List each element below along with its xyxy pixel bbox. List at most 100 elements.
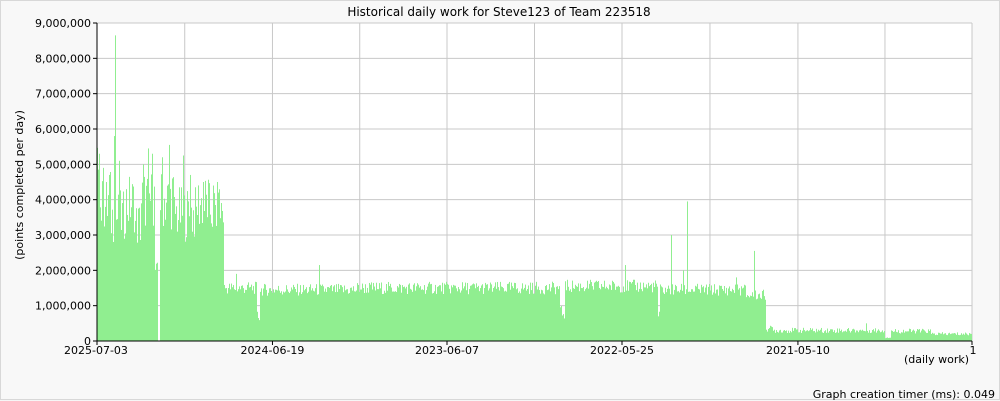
bar: [952, 333, 953, 341]
bar: [442, 282, 443, 341]
bar: [594, 282, 595, 341]
bar: [870, 333, 871, 341]
bar: [764, 296, 765, 341]
bar: [761, 298, 762, 341]
bar: [664, 293, 665, 341]
bar: [362, 283, 363, 341]
bar: [131, 207, 132, 341]
bar: [194, 236, 195, 341]
bar: [373, 282, 374, 341]
bar: [296, 292, 297, 341]
bar: [966, 333, 967, 341]
bar: [909, 328, 910, 341]
bar: [568, 286, 569, 341]
bar: [124, 238, 125, 341]
bar: [610, 285, 611, 341]
bar: [959, 335, 960, 341]
bar: [689, 291, 690, 341]
bar: [220, 218, 221, 341]
bar: [707, 294, 708, 341]
bar: [492, 291, 493, 341]
bar: [561, 306, 562, 341]
bar: [832, 329, 833, 341]
bar: [516, 289, 517, 341]
bar: [500, 281, 501, 341]
bar: [582, 288, 583, 341]
bar: [317, 294, 318, 341]
bar: [527, 288, 528, 341]
bar: [884, 330, 885, 341]
bar-spike: [152, 153, 153, 341]
bar: [844, 331, 845, 341]
bar: [240, 289, 241, 341]
bar: [859, 330, 860, 341]
bar: [255, 281, 256, 341]
bar: [779, 330, 780, 341]
bar: [277, 290, 278, 341]
bar: [565, 281, 566, 341]
bar-spike: [203, 182, 204, 341]
bar: [364, 293, 365, 341]
bar: [733, 290, 734, 341]
bar: [177, 231, 178, 341]
bar: [547, 290, 548, 341]
bar: [423, 290, 424, 341]
bar: [941, 333, 942, 341]
bar: [576, 286, 577, 341]
bar: [795, 328, 796, 341]
bar: [222, 210, 223, 341]
bar: [605, 288, 606, 341]
bar: [276, 289, 277, 341]
bar: [575, 284, 576, 341]
bar: [620, 292, 621, 341]
bar: [766, 329, 767, 341]
bar: [784, 330, 785, 341]
bar: [929, 330, 930, 341]
bar: [123, 191, 124, 341]
bar: [377, 289, 378, 341]
bar: [206, 194, 207, 341]
bar: [951, 333, 952, 341]
bar: [227, 293, 228, 341]
bar: [968, 335, 969, 341]
bar: [382, 294, 383, 341]
bar: [497, 281, 498, 341]
bar: [489, 288, 490, 341]
bar: [965, 332, 966, 341]
bar: [781, 332, 782, 341]
bar: [786, 330, 787, 341]
bar: [146, 185, 147, 341]
bar: [217, 181, 218, 341]
bar: [919, 329, 920, 341]
bar: [156, 263, 157, 341]
bar: [665, 287, 666, 341]
bar: [378, 289, 379, 341]
bar: [632, 281, 633, 341]
bar: [316, 284, 317, 341]
bar: [113, 241, 114, 341]
bar: [392, 291, 393, 341]
bar: [149, 193, 150, 341]
bar: [118, 194, 119, 341]
bar: [135, 220, 136, 341]
bar: [421, 289, 422, 341]
bar: [566, 290, 567, 341]
bar: [269, 288, 270, 341]
bar: [515, 283, 516, 341]
bar: [908, 331, 909, 341]
bar: [487, 284, 488, 341]
bar: [429, 281, 430, 341]
bar: [588, 288, 589, 341]
bar: [821, 327, 822, 341]
bar: [891, 330, 892, 341]
bar: [160, 210, 161, 341]
bar: [284, 292, 285, 341]
bar: [454, 285, 455, 341]
bar: [834, 330, 835, 341]
bar: [215, 205, 216, 341]
bar: [186, 237, 187, 341]
bar: [847, 328, 848, 341]
bar: [881, 331, 882, 341]
bar: [407, 293, 408, 341]
